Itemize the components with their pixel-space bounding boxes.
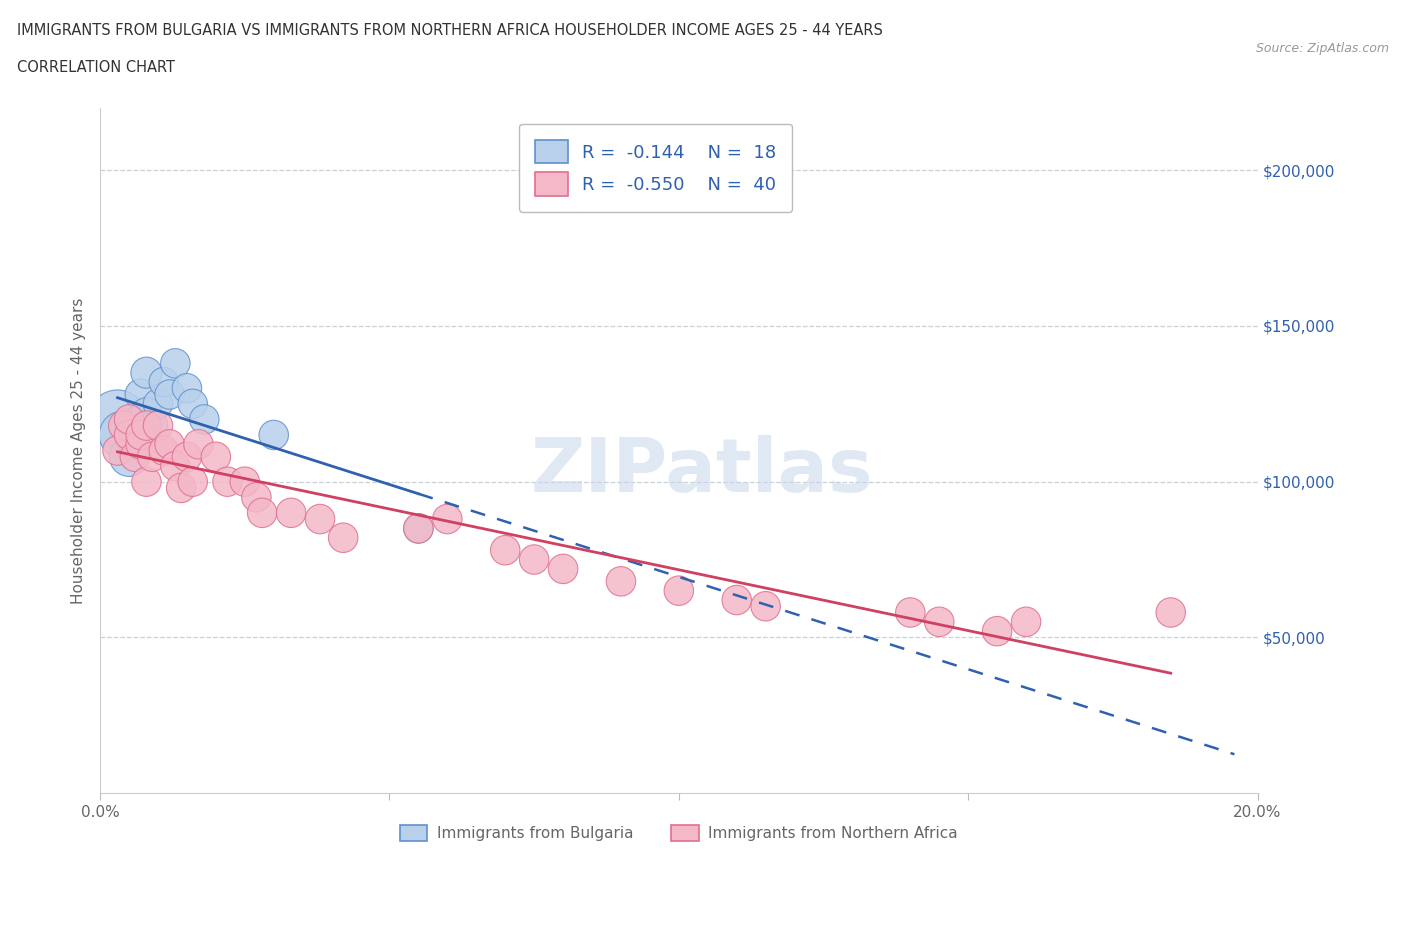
Point: [135, 474, 157, 489]
Point: [159, 437, 181, 452]
Point: [170, 481, 193, 496]
Point: [141, 418, 163, 433]
Point: [181, 474, 204, 489]
Point: [280, 505, 302, 520]
Point: [187, 437, 209, 452]
Point: [250, 505, 273, 520]
Point: [124, 433, 146, 448]
Point: [135, 405, 157, 420]
Point: [332, 530, 354, 545]
Point: [205, 449, 228, 464]
Point: [165, 356, 187, 371]
Point: [233, 474, 256, 489]
Point: [124, 449, 146, 464]
Point: [152, 443, 174, 458]
Point: [1015, 615, 1038, 630]
Point: [408, 521, 430, 536]
Point: [551, 562, 574, 577]
Text: CORRELATION CHART: CORRELATION CHART: [17, 60, 174, 75]
Point: [129, 428, 152, 443]
Point: [263, 428, 285, 443]
Point: [494, 543, 516, 558]
Text: ZIPatlas: ZIPatlas: [530, 434, 873, 508]
Point: [129, 437, 152, 452]
Point: [107, 412, 129, 427]
Point: [1160, 605, 1182, 620]
Point: [107, 443, 129, 458]
Point: [146, 396, 169, 411]
Point: [118, 449, 141, 464]
Point: [610, 574, 633, 589]
Point: [152, 375, 174, 390]
Point: [217, 474, 239, 489]
Point: [898, 605, 921, 620]
Point: [725, 592, 748, 607]
Point: [141, 449, 163, 464]
Point: [112, 418, 135, 433]
Point: [668, 583, 690, 598]
Point: [193, 412, 215, 427]
Point: [755, 599, 778, 614]
Y-axis label: Householder Income Ages 25 - 44 years: Householder Income Ages 25 - 44 years: [72, 298, 86, 604]
Point: [928, 615, 950, 630]
Point: [118, 412, 141, 427]
Point: [176, 449, 198, 464]
Point: [523, 552, 546, 567]
Point: [135, 418, 157, 433]
Point: [176, 380, 198, 395]
Point: [129, 412, 152, 427]
Legend: Immigrants from Bulgaria, Immigrants from Northern Africa: Immigrants from Bulgaria, Immigrants fro…: [394, 819, 963, 847]
Point: [181, 396, 204, 411]
Point: [165, 458, 187, 473]
Point: [986, 624, 1008, 639]
Point: [146, 418, 169, 433]
Point: [112, 428, 135, 443]
Point: [118, 428, 141, 443]
Point: [135, 365, 157, 380]
Point: [309, 512, 332, 526]
Point: [408, 521, 430, 536]
Text: IMMIGRANTS FROM BULGARIA VS IMMIGRANTS FROM NORTHERN AFRICA HOUSEHOLDER INCOME A: IMMIGRANTS FROM BULGARIA VS IMMIGRANTS F…: [17, 23, 883, 38]
Point: [436, 512, 458, 526]
Point: [245, 490, 267, 505]
Point: [129, 387, 152, 402]
Point: [159, 387, 181, 402]
Text: Source: ZipAtlas.com: Source: ZipAtlas.com: [1256, 42, 1389, 55]
